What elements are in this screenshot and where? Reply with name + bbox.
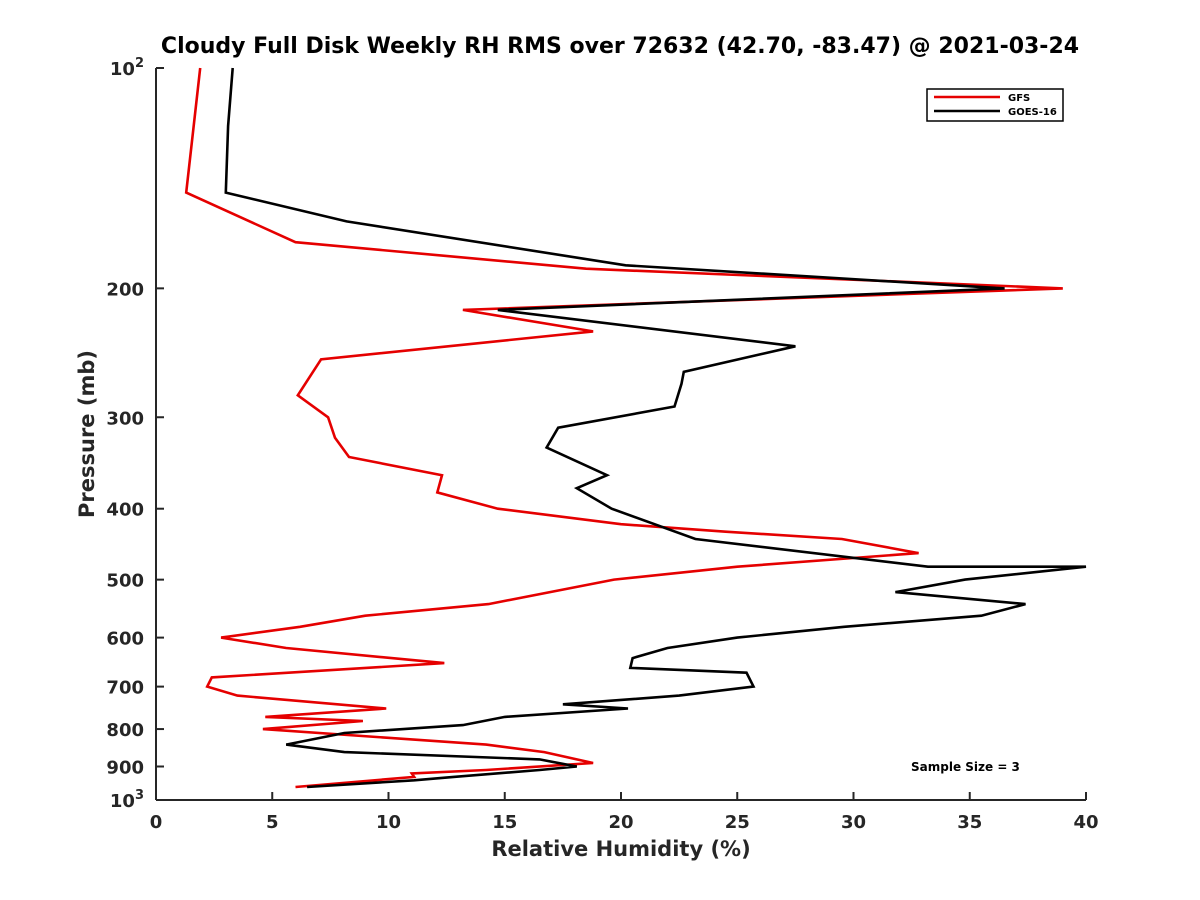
y-tick-label: 800: [106, 720, 144, 741]
y-tick-label: 300: [106, 408, 144, 429]
x-tick-label: 20: [608, 812, 633, 833]
legend-label-gfs: GFS: [1008, 93, 1030, 104]
series-line-goes16: [224, 67, 1087, 789]
y-tick-label: 400: [106, 500, 144, 521]
sample-size-annotation: Sample Size = 3: [911, 760, 1020, 774]
y-tick-label: 102: [110, 56, 144, 80]
legend-label-goes16: GOES-16: [1008, 107, 1057, 118]
plot-area: [156, 68, 1086, 800]
chart-title: Cloudy Full Disk Weekly RH RMS over 7263…: [161, 34, 1079, 59]
x-tick-label: 30: [841, 812, 866, 833]
x-axis-ticks: 0 5 10 15 20 25 30 35 40: [150, 792, 1099, 833]
y-tick-label: 500: [106, 571, 144, 592]
x-tick-label: 10: [376, 812, 401, 833]
x-tick-label: 25: [725, 812, 750, 833]
y-tick-label: 200: [106, 279, 144, 300]
legend-box: [926, 88, 1064, 122]
y-axis-ticks: 102 200 300 400 500 600 700 800 900 103: [106, 56, 164, 812]
x-tick-label: 5: [266, 812, 279, 833]
x-axis-label: Relative Humidity (%): [491, 837, 750, 861]
y-tick-label: 700: [106, 678, 144, 699]
legend: GFS GOES-16: [926, 88, 1064, 122]
y-tick-label: 900: [106, 758, 144, 779]
x-tick-label: 15: [492, 812, 517, 833]
x-tick-label: 35: [957, 812, 982, 833]
series-layer: [184, 67, 1087, 789]
y-axis-label: Pressure (mb): [75, 350, 99, 518]
x-tick-label: 40: [1073, 812, 1098, 833]
y-tick-label: 103: [110, 788, 144, 812]
x-tick-label: 0: [150, 812, 163, 833]
y-tick-label: 600: [106, 629, 144, 650]
